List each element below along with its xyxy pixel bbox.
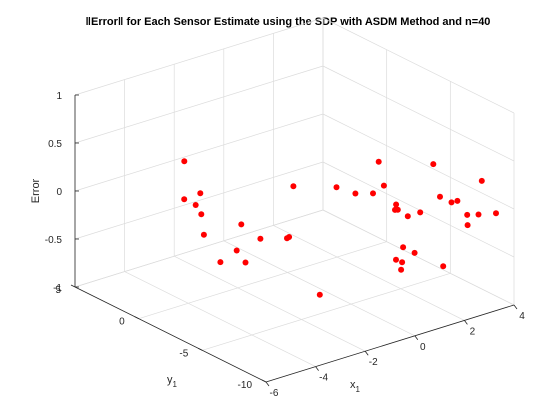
data-point-30 bbox=[412, 250, 418, 256]
data-point-4 bbox=[181, 196, 187, 202]
x-tick-mark bbox=[365, 351, 368, 355]
data-point-14 bbox=[286, 234, 292, 240]
right-wall-pane bbox=[321, 55, 514, 305]
data-point-12 bbox=[217, 259, 223, 265]
data-point-34 bbox=[430, 161, 436, 167]
x-tick-label: -6 bbox=[270, 388, 279, 399]
x-tick-label: -2 bbox=[369, 357, 378, 368]
data-point-5 bbox=[198, 211, 204, 217]
y-axis-label-subscript: 1 bbox=[173, 380, 178, 389]
y-tick-mark bbox=[135, 317, 139, 319]
data-point-9 bbox=[257, 236, 263, 242]
x-tick-label: 0 bbox=[420, 342, 426, 353]
x-tick-mark bbox=[316, 367, 319, 371]
x-tick-mark bbox=[415, 336, 418, 340]
z-tick-label: 0 bbox=[56, 187, 62, 198]
data-point-38 bbox=[476, 212, 482, 218]
data-point-1 bbox=[181, 158, 187, 164]
data-point-11 bbox=[243, 260, 249, 266]
data-point-23 bbox=[405, 213, 411, 219]
data-point-10 bbox=[234, 248, 240, 254]
data-point-40 bbox=[479, 178, 485, 184]
y-axis-label: y1 bbox=[167, 374, 178, 389]
data-point-17 bbox=[370, 190, 376, 196]
data-point-28 bbox=[393, 257, 399, 263]
data-point-37 bbox=[464, 212, 470, 218]
data-point-35 bbox=[454, 198, 460, 204]
data-point-39 bbox=[493, 210, 499, 216]
data-point-6 bbox=[290, 183, 296, 189]
z-tick-label: 0.5 bbox=[48, 139, 62, 150]
x-tick-label: -4 bbox=[319, 373, 328, 384]
x-axis-label-subscript: 1 bbox=[356, 385, 361, 394]
data-point-18 bbox=[317, 292, 323, 298]
data-point-25 bbox=[417, 209, 423, 215]
x-tick-label: 2 bbox=[470, 326, 476, 337]
y-axis-line bbox=[75, 287, 266, 382]
y-tick-label: 0 bbox=[119, 317, 125, 328]
x-tick-mark bbox=[514, 305, 517, 309]
data-point-20 bbox=[381, 183, 387, 189]
data-point-32 bbox=[449, 199, 455, 205]
z-tick-label: -0.5 bbox=[45, 235, 63, 246]
y-tick-mark bbox=[71, 285, 75, 287]
grid-line-x-floor bbox=[125, 272, 316, 367]
x-tick-mark bbox=[464, 320, 467, 324]
x-axis-line bbox=[266, 305, 514, 382]
grid-line-x-floor bbox=[174, 256, 365, 351]
data-point-31 bbox=[440, 263, 446, 269]
grid-line-y-floor bbox=[202, 273, 450, 350]
data-point-33 bbox=[437, 194, 443, 200]
z-tick-label: 1 bbox=[56, 91, 62, 102]
back-wall-pane bbox=[75, 55, 321, 287]
data-point-3 bbox=[193, 202, 199, 208]
data-point-15 bbox=[334, 184, 340, 190]
y-tick-label: -10 bbox=[238, 380, 253, 391]
chart-title: ‖Error‖ for Each Sensor Estimate using t… bbox=[86, 16, 491, 28]
x-tick-mark bbox=[266, 382, 269, 386]
data-point-27 bbox=[399, 259, 405, 265]
data-point-7 bbox=[201, 232, 207, 238]
data-point-26 bbox=[400, 244, 406, 250]
y-tick-label: -5 bbox=[179, 348, 188, 359]
y-tick-mark bbox=[262, 380, 266, 382]
y-tick-mark bbox=[198, 348, 202, 350]
data-point-36 bbox=[465, 222, 471, 228]
x-tick-label: 4 bbox=[519, 311, 525, 322]
data-point-2 bbox=[197, 190, 203, 196]
z-axis-label: Error bbox=[30, 178, 42, 203]
data-point-19 bbox=[376, 159, 382, 165]
data-point-16 bbox=[352, 191, 358, 197]
z-tick-label: -1 bbox=[53, 283, 62, 294]
data-point-22 bbox=[392, 207, 398, 213]
data-point-24 bbox=[393, 202, 399, 208]
x-axis-label: x1 bbox=[350, 379, 361, 394]
data-point-8 bbox=[238, 221, 244, 227]
data-point-29 bbox=[398, 267, 404, 273]
